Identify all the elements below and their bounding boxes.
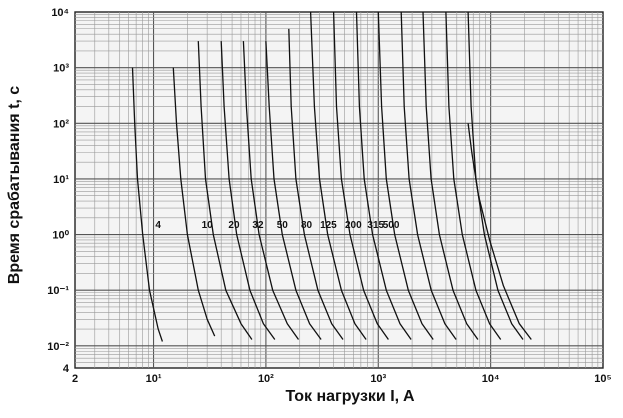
- y-tick-label: 10⁻²: [47, 341, 69, 353]
- plot-frame: [74, 11, 604, 369]
- axis-ticks: 2 10¹ 10² 10³ 10⁴ 10⁵ 4 10⁻² 10⁻¹ 10⁰ 10¹ 10² 10³ 10⁴: [47, 7, 611, 385]
- series-line: [197, 41, 253, 340]
- series-line: [220, 41, 276, 340]
- series-label: 50: [277, 220, 289, 231]
- series-line: [265, 41, 322, 340]
- series-line: [355, 11, 412, 340]
- x-tick-label: 10⁵: [594, 373, 611, 385]
- series-label: 315: [367, 220, 384, 231]
- series-line: [377, 11, 434, 340]
- series-label: 10: [202, 220, 214, 231]
- series-label: 125: [320, 220, 337, 231]
- x-tick-label: 10⁴: [482, 373, 500, 385]
- series-line: [131, 67, 164, 342]
- y-tick-label: 10³: [53, 63, 69, 75]
- series-line: [422, 11, 479, 340]
- y-tick-label: 10¹: [53, 174, 69, 186]
- x-tick-label: 10³: [370, 373, 386, 385]
- series-label: 200: [345, 220, 362, 231]
- x-tick-label: 10²: [258, 373, 274, 385]
- series-line: [445, 11, 502, 340]
- series-line: [332, 11, 389, 340]
- y-tick-label: 4: [63, 363, 70, 375]
- series-label: 80: [301, 220, 313, 231]
- series-line: [400, 11, 457, 340]
- series-line: [467, 123, 532, 340]
- series-line: [309, 11, 367, 340]
- series-line: [467, 11, 524, 340]
- series-line: [172, 67, 216, 337]
- series-label: 4: [155, 220, 161, 231]
- x-tick-label: 10¹: [146, 373, 162, 385]
- x-tick-label: 2: [72, 373, 78, 385]
- series-label: 20: [228, 220, 240, 231]
- y-tick-label: 10²: [53, 118, 69, 130]
- grid: [75, 12, 603, 368]
- y-tick-label: 10⁻¹: [47, 285, 69, 297]
- series-line: [242, 41, 300, 340]
- x-axis-label: Ток нагрузки I, A: [285, 388, 415, 405]
- series-line: [288, 28, 344, 340]
- series-label: 500: [383, 220, 400, 231]
- y-axis-label: Время срабатывания t, c: [6, 85, 23, 285]
- y-tick-label: 10⁴: [51, 7, 69, 19]
- y-tick-label: 10⁰: [52, 230, 69, 242]
- y-axis-label-box: Время срабатывания t, c: [4, 40, 26, 330]
